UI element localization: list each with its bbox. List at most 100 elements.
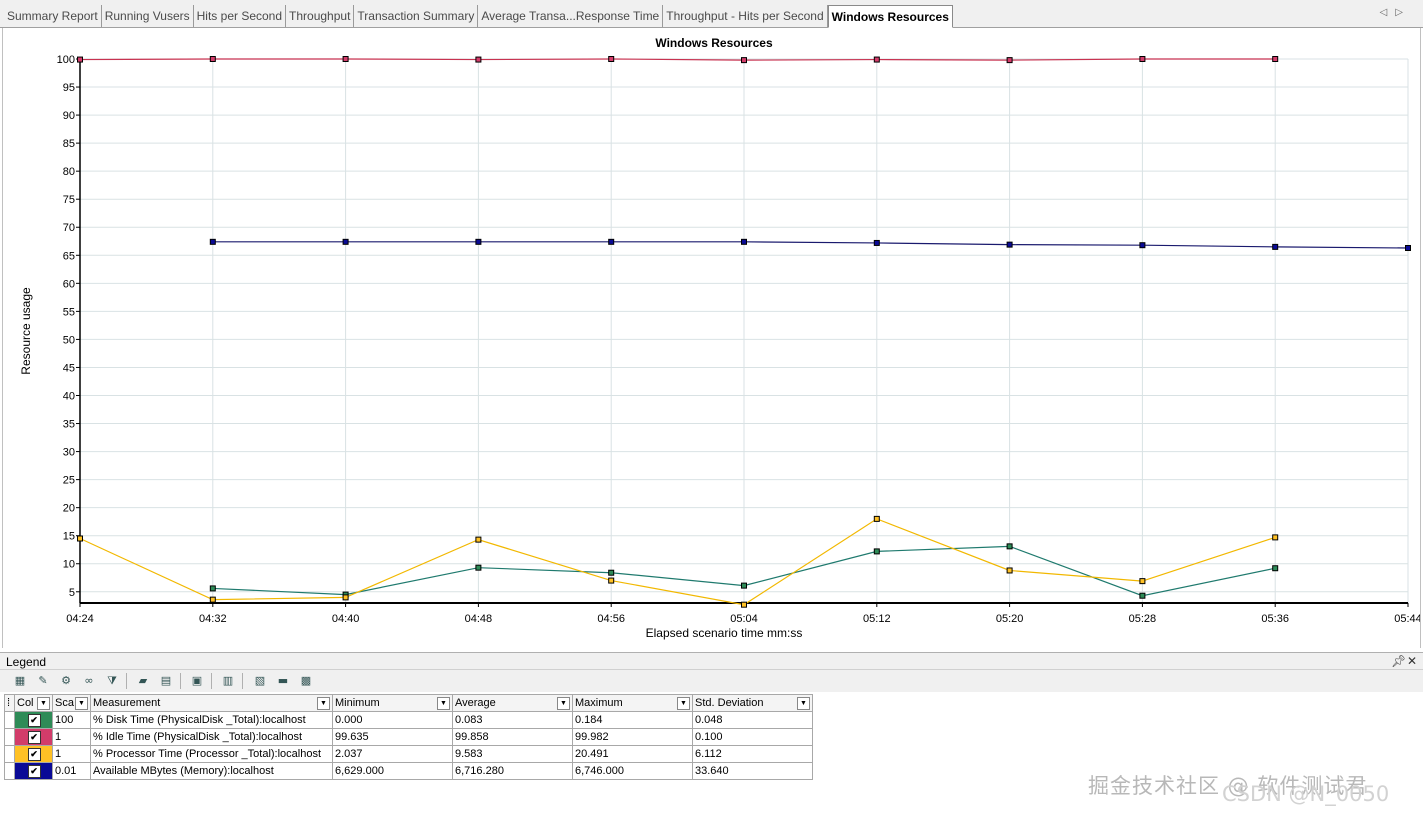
tab-navigation: ◁ ▷	[1380, 7, 1403, 18]
chevron-down-icon[interactable]: ▼	[75, 697, 88, 710]
properties-icon[interactable]: ▩	[300, 674, 312, 687]
measurement-cell: % Disk Time (PhysicalDisk _Total):localh…	[90, 711, 333, 729]
column-header-label: Maximum	[575, 697, 623, 709]
idle-time-series-point	[873, 56, 880, 63]
series-visible-checkbox[interactable]: ✔	[27, 748, 41, 761]
series-visible-checkbox[interactable]: ✔	[27, 765, 41, 778]
processor-time-series-point	[209, 596, 216, 603]
processor-time-series-point	[741, 601, 747, 608]
legend-header-row: ⁞ Col ▼ Sca ▼ Measurement ▼ Minimum ▼ Averag…	[4, 694, 813, 712]
processor-time-series-point	[608, 577, 615, 584]
measurement-cell: % Processor Time (Processor _Total):loca…	[90, 745, 333, 763]
chevron-down-icon[interactable]: ▼	[437, 697, 450, 710]
show-selected-icon[interactable]: ▦	[14, 674, 26, 687]
y-tick-label: 60	[63, 278, 75, 290]
maximum-cell: 99.982	[572, 728, 693, 746]
idle-time-series-point	[77, 56, 83, 63]
scale-cell: 0.01	[52, 762, 91, 780]
hide-icon[interactable]: ⚙	[61, 674, 71, 687]
row-selector-header[interactable]: ⁞	[4, 694, 15, 712]
maximum-cell: 20.491	[572, 745, 693, 763]
processor-time-series-point	[1006, 567, 1013, 574]
toolbar-separator	[242, 673, 243, 689]
row-selector[interactable]	[4, 728, 15, 746]
column-header-measurement[interactable]: Measurement ▼	[90, 694, 333, 712]
configure-icon[interactable]: ▤	[160, 674, 172, 687]
series-visible-checkbox[interactable]: ✔	[27, 731, 41, 744]
average-cell: 9.583	[452, 745, 573, 763]
tab-transaction-summary[interactable]: Transaction Summary	[354, 5, 479, 27]
x-tick-label: 05:12	[863, 613, 891, 625]
idle-time-series-line	[79, 58, 1276, 61]
y-tick-label: 80	[63, 166, 75, 178]
x-axis-label: Elapsed scenario time mm:ss	[646, 626, 803, 640]
idle-time-series-point	[475, 56, 482, 63]
filter-icon[interactable]: ⧩	[107, 674, 117, 687]
series-color-swatch[interactable]: ✔	[14, 728, 53, 746]
legend-row[interactable]: ✔ 0.01 Available MBytes (Memory):localhost…	[4, 762, 813, 780]
x-tick-label: 05:36	[1261, 613, 1289, 625]
export-icon[interactable]: ▣	[191, 674, 203, 687]
column-header-label: Std. Deviation	[695, 697, 764, 709]
x-tick-label: 04:32	[199, 613, 227, 625]
legend-row[interactable]: ✔ 1% Processor Time (Processor _Total):lo…	[4, 745, 813, 763]
column-header-average[interactable]: Average ▼	[452, 694, 573, 712]
pin-icon[interactable]: 📌︎	[1391, 654, 1407, 668]
series-color-swatch[interactable]: ✔	[14, 745, 53, 763]
minimum-cell: 0.000	[332, 711, 453, 729]
chevron-down-icon[interactable]: ▼	[677, 697, 690, 710]
tab-running-vusers[interactable]: Running Vusers	[102, 5, 194, 27]
tab-throughput[interactable]: Throughput	[286, 5, 355, 27]
y-tick-label: 30	[63, 447, 75, 459]
series-color-swatch[interactable]: ✔	[14, 762, 53, 780]
available-memory-series-point	[1139, 242, 1146, 249]
y-tick-label: 50	[63, 334, 75, 346]
windows-resources-chart: Windows Resources 5 10 15 20 25 30 35 40 45 50 55 60…	[19, 36, 1420, 640]
legend-row[interactable]: ✔ 1% Idle Time (PhysicalDisk _Total):loca…	[4, 728, 813, 746]
series-visible-checkbox[interactable]: ✔	[27, 714, 41, 727]
available-memory-series-point	[1405, 244, 1411, 251]
tab-summary-report[interactable]: Summary Report	[4, 5, 102, 27]
row-selector[interactable]	[4, 745, 15, 763]
row-selector[interactable]	[4, 762, 15, 780]
chevron-down-icon[interactable]: ▼	[317, 697, 330, 710]
tab-strip: Summary Report Running Vusers Hits per Sec…	[0, 0, 1423, 28]
processor-time-series-point	[1272, 534, 1279, 541]
column-header-minimum[interactable]: Minimum ▼	[332, 694, 453, 712]
show-all-icon[interactable]: ✎	[38, 674, 48, 687]
column-header-col[interactable]: Col ▼	[14, 694, 53, 712]
y-tick-label: 75	[63, 194, 75, 206]
columns-icon[interactable]: ▥	[222, 674, 234, 687]
tab-hits-per-second[interactable]: Hits per Second	[194, 5, 287, 27]
chevron-down-icon[interactable]: ▼	[37, 697, 50, 710]
tab-list: Summary Report Running Vusers Hits per Sec…	[4, 5, 953, 28]
chevron-down-icon[interactable]: ▼	[797, 697, 810, 710]
x-tick-label: 05:04	[730, 613, 758, 625]
tab-average-transa-response-time[interactable]: Average Transa...Response Time	[478, 5, 664, 27]
find-icon[interactable]: ∞	[84, 674, 94, 687]
chart-panel: Windows Resources 5 10 15 20 25 30 35 40 45 50 55 60…	[2, 28, 1421, 648]
chevron-down-icon[interactable]: ▼	[557, 697, 570, 710]
ungroup-icon[interactable]: ▬	[277, 674, 289, 687]
tab-throughput-hits-per-second[interactable]: Throughput - Hits per Second	[663, 5, 828, 27]
legend-rows: ✔ 100% Disk Time (PhysicalDisk _Total):lo…	[4, 711, 813, 780]
toolbar-separator	[126, 673, 127, 689]
tab-windows-resources[interactable]: Windows Resources	[827, 5, 953, 28]
std-deviation-cell: 6.112	[692, 745, 813, 763]
close-icon[interactable]: ✕	[1407, 654, 1418, 668]
column-header-std-deviation[interactable]: Std. Deviation ▼	[692, 694, 813, 712]
tab-scroll-left-icon[interactable]: ◁	[1379, 7, 1388, 18]
column-header-label: Average	[455, 697, 496, 709]
column-header-maximum[interactable]: Maximum ▼	[572, 694, 693, 712]
tab-scroll-right-icon[interactable]: ▷	[1395, 7, 1403, 18]
column-header-scale[interactable]: Sca ▼	[52, 694, 91, 712]
series-color-swatch[interactable]: ✔	[14, 711, 53, 729]
legend-row[interactable]: ✔ 100% Disk Time (PhysicalDisk _Total):lo…	[4, 711, 813, 729]
group-icon[interactable]: ▧	[254, 674, 266, 687]
row-selector[interactable]	[4, 711, 15, 729]
maximum-cell: 0.184	[572, 711, 693, 729]
highlight-icon[interactable]: ▰	[138, 674, 148, 687]
measurement-cell: Available MBytes (Memory):localhost	[90, 762, 333, 780]
y-tick-label: 55	[63, 306, 75, 318]
legend-title: Legend	[6, 655, 47, 669]
